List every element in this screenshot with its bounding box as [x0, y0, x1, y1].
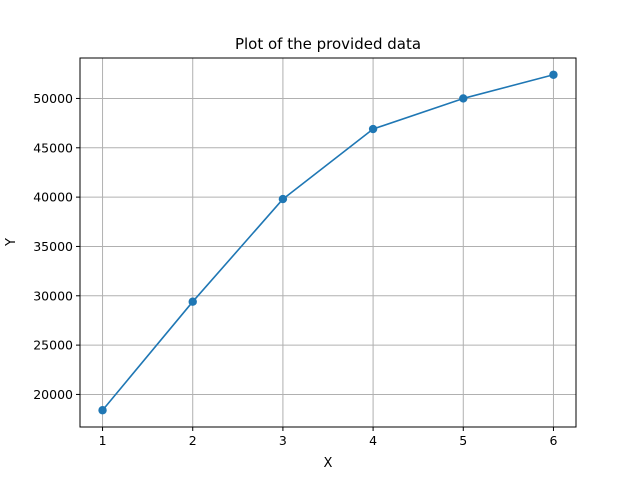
ticks: 1 2 3 4 5 6 20000 25000 30000 35000 40000 45000 5000… [33, 91, 557, 448]
series-line [101, 73, 554, 411]
plot-frame [79, 57, 577, 428]
y-tick-label: 25000 [33, 338, 73, 353]
y-tick-label: 30000 [33, 288, 73, 303]
x-tick-label: 5 [459, 433, 467, 448]
x-axis-label: X [324, 456, 333, 471]
chart-title: Plot of the provided data [235, 35, 421, 53]
x-tick-label: 6 [549, 433, 557, 448]
y-tick-label: 40000 [33, 190, 73, 205]
data-point [188, 297, 197, 306]
x-tick-label: 3 [279, 433, 287, 448]
y-axis-label: Y [4, 238, 19, 247]
y-tick-label: 50000 [33, 91, 73, 106]
data-point [368, 124, 378, 134]
data-point [278, 194, 288, 204]
y-tick-label: 35000 [33, 239, 73, 254]
y-tick-label: 45000 [33, 140, 73, 155]
data-point [549, 70, 558, 79]
series-layer [98, 70, 558, 415]
data-point [459, 94, 468, 103]
x-tick-label: 4 [369, 433, 377, 448]
grid [80, 58, 576, 427]
data-point [98, 406, 107, 415]
x-tick-label: 2 [189, 433, 197, 448]
y-tick-label: 20000 [33, 387, 73, 402]
x-tick-label: 1 [99, 433, 107, 448]
